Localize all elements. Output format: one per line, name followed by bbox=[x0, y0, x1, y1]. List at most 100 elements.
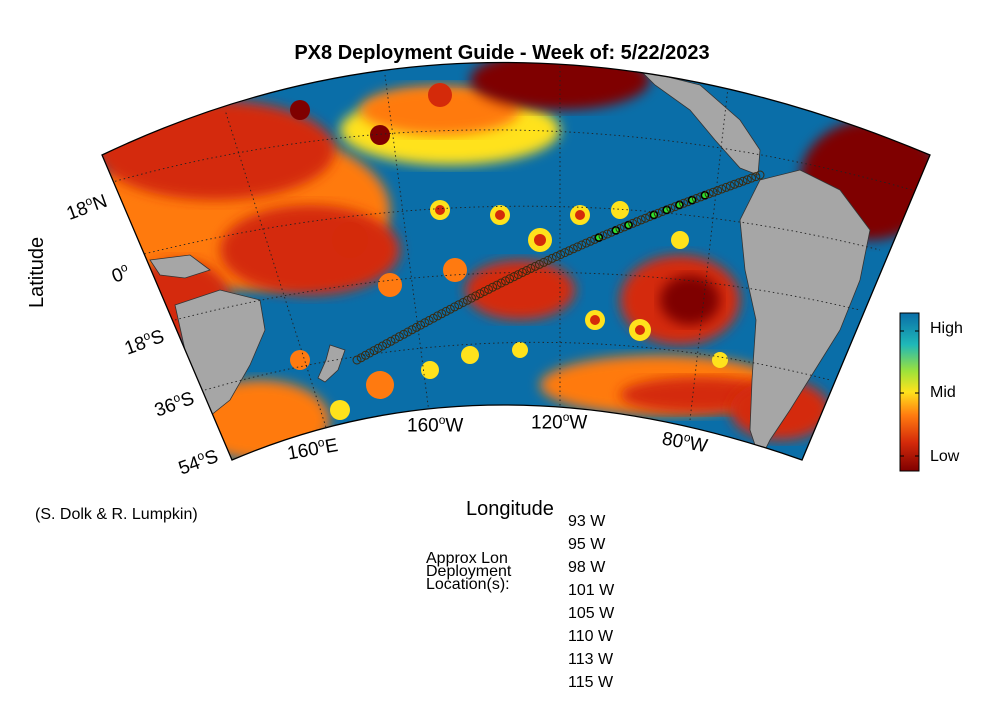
colorbar-label-low: Low bbox=[930, 448, 960, 465]
credit-text: (S. Dolk & R. Lumpkin) bbox=[35, 506, 198, 523]
deployment-location: 101 W bbox=[568, 582, 615, 599]
deployment-location: 95 W bbox=[568, 536, 606, 553]
track-point bbox=[534, 259, 544, 269]
track-point bbox=[730, 179, 739, 189]
track-point bbox=[479, 287, 489, 296]
track-point bbox=[488, 282, 498, 292]
track-point bbox=[577, 240, 587, 250]
track-point bbox=[551, 252, 561, 261]
deployment-location: 105 W bbox=[568, 605, 615, 622]
deployment-label-line: Location(s): bbox=[426, 576, 510, 593]
variability-spots bbox=[290, 83, 728, 420]
track-point bbox=[568, 244, 578, 254]
track-point bbox=[475, 289, 485, 299]
track-point bbox=[365, 348, 375, 358]
track-point bbox=[513, 270, 523, 280]
colorbar-label-mid: Mid bbox=[930, 384, 956, 401]
track-point bbox=[704, 189, 714, 199]
track-point bbox=[598, 231, 608, 241]
track-point bbox=[403, 327, 413, 337]
track-point bbox=[356, 353, 366, 363]
track-point bbox=[471, 291, 481, 301]
y-axis-label: Latitude bbox=[26, 236, 48, 308]
track-point bbox=[462, 295, 472, 305]
track-point bbox=[573, 242, 583, 252]
track-point bbox=[386, 336, 396, 346]
track-point bbox=[445, 304, 455, 314]
deployment-location: 113 W bbox=[568, 651, 614, 668]
track-point bbox=[496, 278, 506, 288]
deployment-label-line: Deployment bbox=[426, 563, 512, 580]
track-point bbox=[407, 325, 417, 335]
track-point bbox=[467, 293, 476, 303]
track-point bbox=[526, 263, 536, 273]
track-point bbox=[738, 176, 748, 186]
track-point bbox=[424, 316, 434, 325]
track-point bbox=[420, 318, 430, 328]
track-point bbox=[585, 236, 595, 246]
track-point bbox=[734, 178, 744, 188]
track-point bbox=[751, 172, 761, 182]
track-point bbox=[717, 184, 727, 194]
track-point bbox=[564, 246, 574, 256]
deployment-location: 93 W bbox=[568, 513, 606, 530]
deployment-locations-list: 93 W 95 W 98 W 101 W 105 W 110 W 113 W 1… bbox=[568, 512, 614, 696]
track-point bbox=[492, 280, 502, 290]
track-point bbox=[411, 322, 421, 332]
track-point bbox=[653, 208, 663, 218]
track-point bbox=[505, 274, 515, 284]
track-point bbox=[454, 300, 464, 310]
track-point bbox=[679, 198, 689, 208]
track-point bbox=[428, 313, 438, 323]
track-point bbox=[560, 248, 570, 258]
track-point bbox=[725, 181, 735, 191]
track-point bbox=[543, 255, 553, 265]
deployment-location: 98 W bbox=[568, 559, 606, 576]
deployment-label: Approx Lon Deployment Location(s): bbox=[426, 550, 512, 593]
track-point bbox=[547, 253, 557, 263]
track-point bbox=[602, 229, 612, 239]
track-point bbox=[747, 173, 756, 183]
track-point bbox=[708, 187, 718, 197]
track-point bbox=[458, 298, 468, 307]
x-axis-label: Longitude bbox=[466, 498, 554, 520]
track-point bbox=[632, 217, 642, 227]
deployment-label-line: Approx Lon bbox=[426, 550, 508, 567]
track-point bbox=[691, 194, 701, 203]
track-point bbox=[522, 266, 532, 275]
track-point bbox=[615, 224, 625, 234]
map-frame bbox=[101, 61, 931, 461]
track-point bbox=[399, 329, 409, 339]
track-point bbox=[509, 272, 519, 282]
track-point bbox=[501, 276, 510, 286]
track-point bbox=[450, 302, 460, 312]
track-point bbox=[721, 182, 731, 192]
track-point bbox=[373, 343, 383, 353]
track-point bbox=[484, 284, 493, 294]
land-north-america bbox=[638, 69, 761, 176]
track-point bbox=[581, 238, 591, 248]
colorbar-label-high: High bbox=[930, 320, 963, 337]
track-point bbox=[742, 175, 752, 185]
ship-track bbox=[352, 170, 765, 365]
deployment-location: 115 W bbox=[568, 674, 614, 691]
track-point bbox=[628, 218, 638, 228]
track-point bbox=[382, 339, 392, 349]
deployment-location: 110 W bbox=[568, 628, 614, 645]
track-point bbox=[369, 346, 379, 356]
track-point bbox=[666, 203, 676, 213]
track-point bbox=[636, 215, 646, 225]
chart-title: PX8 Deployment Guide - Week of: 5/22/202… bbox=[294, 42, 710, 64]
track-point bbox=[755, 170, 765, 180]
track-point bbox=[441, 306, 451, 316]
track-point bbox=[361, 350, 370, 360]
track-point bbox=[437, 309, 447, 319]
land-south-america bbox=[739, 169, 871, 460]
track-point bbox=[539, 257, 549, 267]
lon-tick-120w: 120oW bbox=[531, 410, 588, 434]
track-point bbox=[416, 320, 426, 330]
track-point bbox=[641, 213, 650, 223]
track-point bbox=[433, 311, 443, 321]
track-point bbox=[517, 268, 527, 277]
